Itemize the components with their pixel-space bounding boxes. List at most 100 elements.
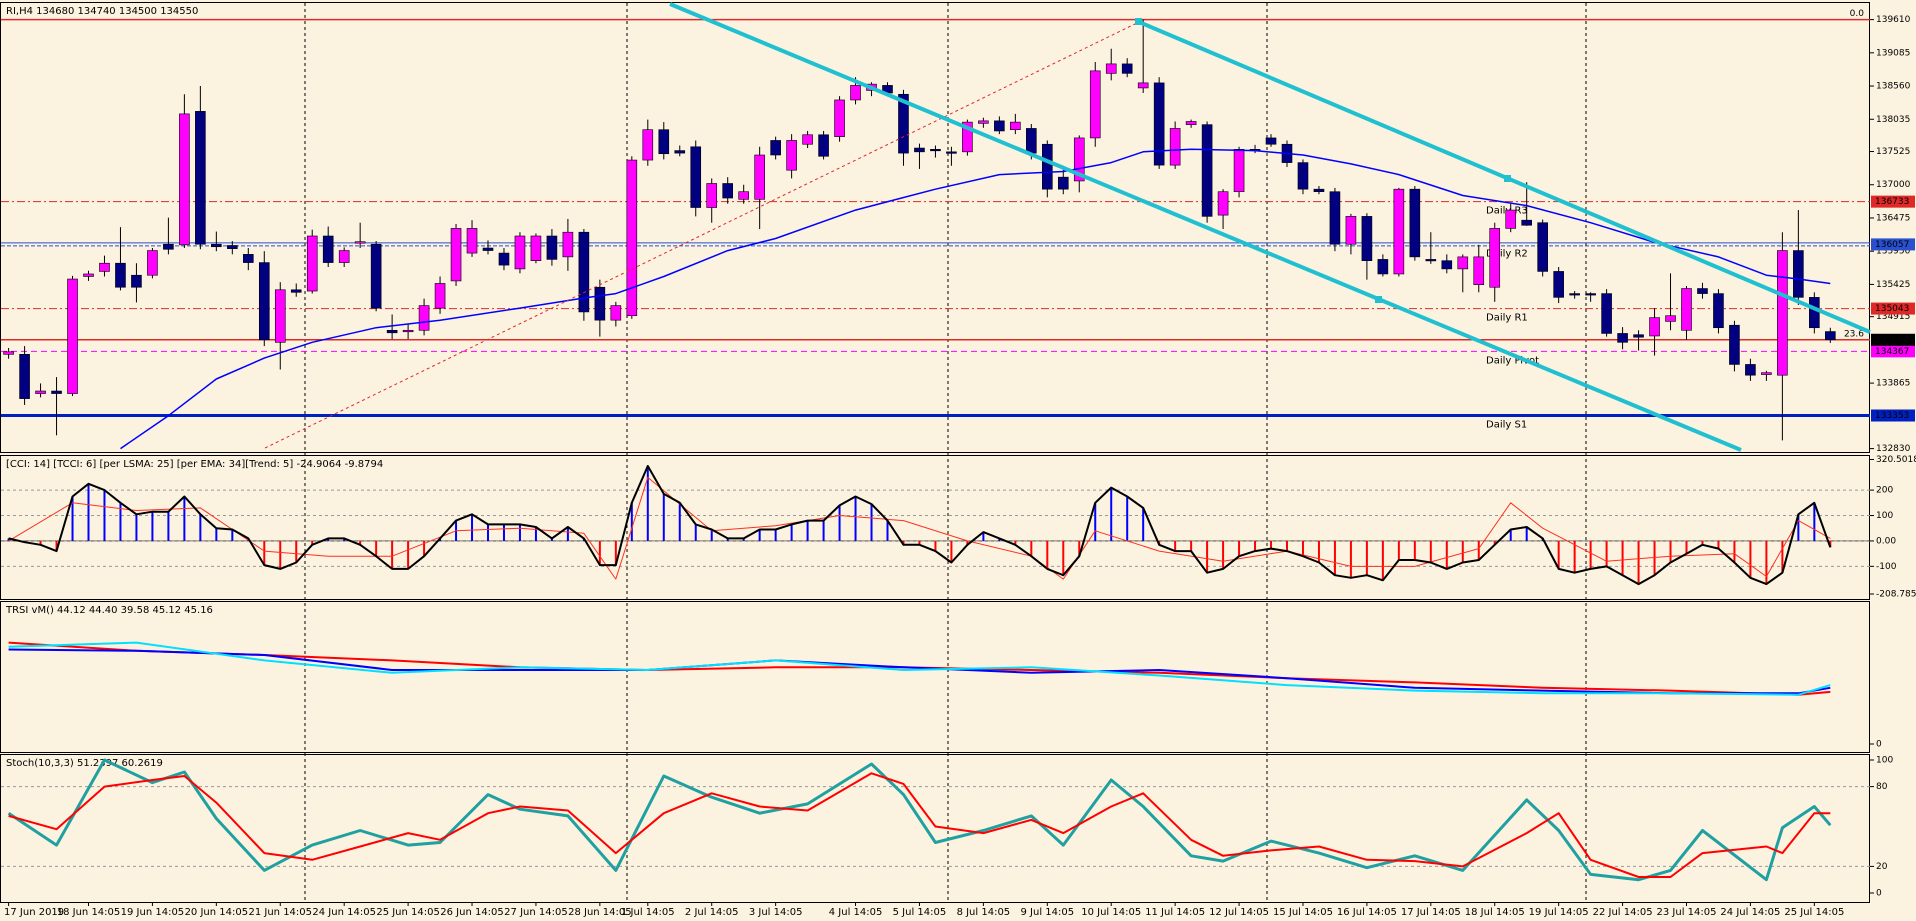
candle-body	[1137, 82, 1149, 89]
candle-body	[1361, 216, 1373, 261]
candle-body	[1521, 219, 1532, 226]
panel-line: TRSI vM() 44.12 44.40 39.58 45.12 45.16 0	[5, 605, 1882, 750]
y-tick-label: 139085	[1876, 48, 1910, 58]
y-tick-label: 138035	[1876, 115, 1910, 125]
candle-body	[418, 305, 430, 331]
candle-body	[562, 231, 574, 258]
x-tick-label: 1 Jul 14:05	[621, 907, 675, 918]
candle-body	[1473, 256, 1485, 286]
x-tick-label: 24 Jul 14:05	[1720, 907, 1780, 918]
x-tick-label: 4 Jul 14:05	[829, 907, 883, 918]
price-tag	[1871, 238, 1915, 251]
y-tick-label: 100	[1876, 756, 1893, 766]
candle-body	[1169, 128, 1181, 166]
candle-body	[1185, 121, 1197, 125]
candle-body	[3, 351, 14, 355]
current-price-label: 134550	[1875, 335, 1910, 345]
cci-panel	[0, 455, 1870, 600]
candle-body	[1377, 259, 1389, 275]
x-tick-label: 10 Jul 14:05	[1081, 907, 1141, 918]
y-tick-label: 0	[1876, 889, 1882, 899]
y-tick-label: 136475	[1876, 213, 1910, 223]
candle-body	[818, 134, 829, 157]
panel-title: Stoch(10,3,3) 51.2397 60.2619	[6, 758, 163, 769]
candle-body	[1026, 128, 1037, 154]
candle-body	[1617, 333, 1628, 343]
candle-body	[1121, 63, 1133, 74]
x-tick-label: 17 Jun 2019	[4, 907, 64, 918]
candle-body	[1713, 293, 1724, 329]
y-tick-label: 139610	[1876, 15, 1911, 25]
chart-drawings	[264, 2, 1871, 452]
candle-body	[227, 245, 238, 249]
y-tick-label: -100	[1876, 562, 1897, 572]
candle-body	[83, 273, 94, 277]
candle-body	[1633, 334, 1644, 338]
candle-body	[322, 235, 334, 263]
candle-body	[1793, 250, 1804, 298]
price-tag-label: 136733	[1875, 197, 1909, 207]
pivot-label: Daily R1	[1486, 313, 1528, 324]
candle-body	[1505, 209, 1517, 229]
x-tick-label: 19 Jul 14:05	[1529, 907, 1589, 918]
x-tick-label: 25 Jul 14:05	[1784, 907, 1844, 918]
x-tick-label: 27 Jun 14:05	[504, 907, 568, 918]
candle-body	[1761, 372, 1772, 375]
current-price-tag	[1871, 333, 1915, 346]
stoch-panel	[0, 754, 1870, 903]
indicator-line	[8, 641, 1831, 696]
price-tag	[1871, 302, 1915, 315]
y-tick-label: 0	[1876, 740, 1882, 750]
panel-line: Stoch(10,3,3) 51.2397 60.2619 100 80 20 0	[1, 756, 1893, 899]
candle-body	[642, 129, 654, 161]
candle-body	[1745, 364, 1756, 376]
candle-body	[115, 262, 126, 288]
candle-body	[914, 147, 925, 153]
y-tick-label: 200	[1876, 486, 1893, 496]
y-tick-label: 133865	[1876, 379, 1910, 389]
pivot-label: Daily R2	[1486, 248, 1528, 259]
channel-anchor	[1135, 18, 1142, 25]
cci-line	[8, 465, 1832, 586]
y-tick-label: 138560	[1876, 82, 1911, 92]
candle-body	[850, 85, 861, 101]
candle-body	[482, 247, 494, 251]
candle-body	[1537, 222, 1548, 272]
x-tick-label: 28 Jun 14:05	[568, 907, 632, 918]
candle-body	[1809, 297, 1820, 329]
candle-body	[51, 390, 62, 394]
candle-body	[402, 329, 414, 333]
y-tick-label: 100	[1876, 511, 1893, 521]
y-tick-label: 137525	[1876, 147, 1910, 157]
candle-body	[946, 151, 957, 154]
y-tick-label: 132830	[1876, 444, 1911, 454]
candle-body	[786, 140, 797, 171]
trsi-panel	[0, 601, 1870, 753]
candle-body	[994, 120, 1005, 132]
candle-body	[290, 289, 302, 293]
indicator-line	[7, 758, 1832, 882]
candle-body	[274, 289, 286, 343]
candle-body	[1313, 188, 1325, 193]
panel-title: TRSI vM() 44.12 44.40 39.58 45.12 45.16	[5, 605, 213, 616]
candle-body	[706, 183, 718, 208]
price-panel	[0, 2, 1870, 453]
candle-body	[1585, 293, 1596, 296]
candle-body	[1601, 293, 1612, 334]
candle-body	[1665, 315, 1676, 322]
y-tick-label: 135950	[1876, 247, 1911, 257]
price-tag	[1871, 345, 1915, 358]
candle-body	[514, 235, 526, 270]
candle-body	[722, 183, 734, 199]
candle-body	[211, 243, 222, 248]
candle-body	[1042, 143, 1053, 190]
y-tick-label: 80	[1876, 782, 1888, 792]
x-tick-label: 11 Jul 14:05	[1145, 907, 1205, 918]
x-tick-label: 25 Jun 14:05	[376, 907, 440, 918]
x-tick-label: 16 Jul 14:05	[1337, 907, 1397, 918]
candle-body	[1777, 250, 1788, 376]
indicator-line	[8, 648, 1831, 695]
candle-body	[1393, 188, 1405, 275]
x-tick-label: 24 Jun 14:05	[312, 907, 376, 918]
